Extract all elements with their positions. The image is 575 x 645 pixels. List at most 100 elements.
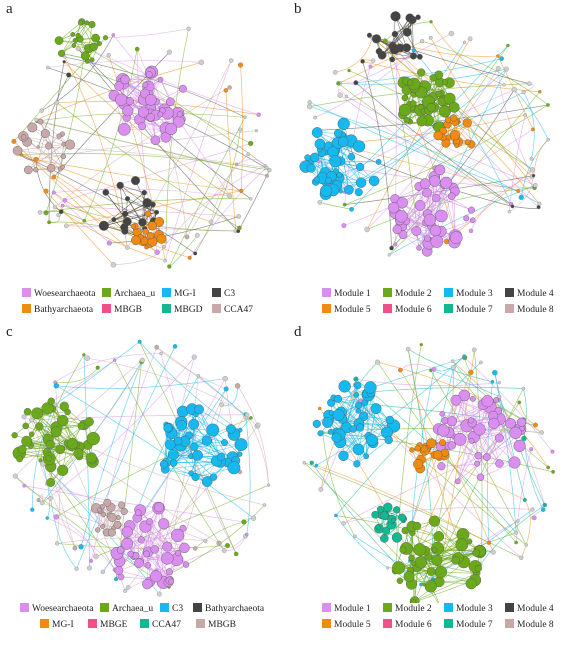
- node: [353, 376, 359, 382]
- node: [150, 545, 159, 554]
- node: [516, 189, 521, 193]
- node: [405, 13, 415, 23]
- node: [481, 395, 494, 408]
- edge: [55, 367, 99, 383]
- node: [73, 448, 84, 459]
- node: [93, 553, 99, 560]
- edge: [194, 129, 241, 254]
- node: [507, 210, 511, 214]
- node: [493, 397, 499, 403]
- node: [190, 442, 199, 451]
- node: [355, 401, 363, 410]
- node: [29, 417, 34, 423]
- node: [53, 514, 59, 520]
- node: [107, 528, 116, 537]
- edge: [338, 83, 513, 207]
- node: [447, 192, 456, 200]
- node: [43, 210, 49, 216]
- node: [496, 54, 500, 58]
- node: [508, 456, 521, 469]
- node: [78, 544, 84, 550]
- edge: [63, 61, 230, 197]
- edge: [362, 61, 392, 249]
- node: [414, 556, 427, 569]
- node: [168, 578, 175, 585]
- node: [435, 209, 448, 223]
- node: [33, 167, 39, 173]
- edge: [32, 127, 71, 145]
- edge: [198, 375, 247, 418]
- legend-label: Module 2: [395, 604, 432, 614]
- node: [236, 451, 243, 457]
- node: [364, 381, 377, 394]
- node: [390, 11, 401, 22]
- node: [12, 473, 18, 479]
- node: [352, 140, 366, 153]
- node: [377, 505, 384, 513]
- node: [398, 367, 403, 373]
- node: [159, 351, 163, 356]
- node: [263, 164, 267, 168]
- node: [206, 423, 220, 437]
- node: [424, 235, 431, 242]
- node: [241, 519, 247, 525]
- edge: [180, 444, 214, 478]
- node: [113, 520, 122, 529]
- node: [433, 531, 445, 542]
- node: [36, 498, 41, 503]
- node: [120, 507, 128, 515]
- legend-item: Module 4: [505, 603, 554, 617]
- node: [531, 515, 537, 521]
- node: [66, 437, 79, 450]
- node: [416, 116, 427, 127]
- node: [391, 518, 396, 523]
- edge: [400, 369, 494, 553]
- edge: [407, 348, 434, 580]
- node: [411, 48, 416, 53]
- node: [237, 62, 244, 68]
- node: [89, 57, 95, 63]
- edge: [513, 89, 549, 140]
- node: [324, 177, 332, 184]
- edge: [430, 370, 500, 398]
- node: [413, 543, 427, 556]
- legend-item: Module 7: [444, 304, 493, 318]
- node: [438, 105, 451, 118]
- edge: [459, 395, 465, 440]
- node: [332, 70, 338, 75]
- legend-label: Module 3: [456, 289, 493, 299]
- legend-item: MBGB: [102, 304, 142, 318]
- node: [239, 188, 244, 193]
- legend-swatch: [505, 304, 514, 313]
- edge: [156, 346, 227, 390]
- edge: [126, 531, 149, 566]
- edge: [198, 409, 232, 430]
- node: [77, 20, 84, 26]
- edge: [28, 144, 64, 171]
- panel-c: c Woesearchaeota Archaea_u C3 Bathyarcha…: [0, 323, 287, 645]
- node: [314, 463, 319, 468]
- edge: [91, 43, 100, 60]
- node: [408, 554, 415, 562]
- node: [353, 460, 361, 468]
- node: [494, 433, 504, 443]
- node: [470, 395, 476, 402]
- node: [523, 113, 528, 118]
- legend-label: MG-I: [52, 620, 74, 630]
- node: [221, 439, 228, 446]
- legend-swatch: [102, 288, 111, 297]
- node: [396, 197, 408, 209]
- node: [149, 201, 156, 208]
- node: [531, 173, 536, 178]
- edge: [237, 385, 269, 486]
- node: [249, 416, 253, 420]
- legend-item: Module 6: [383, 304, 432, 318]
- node: [237, 225, 242, 231]
- node: [453, 432, 467, 446]
- node: [462, 354, 466, 358]
- edge: [401, 187, 454, 217]
- edge: [80, 360, 143, 547]
- node: [193, 251, 198, 256]
- edge: [36, 112, 246, 122]
- edge: [335, 362, 482, 516]
